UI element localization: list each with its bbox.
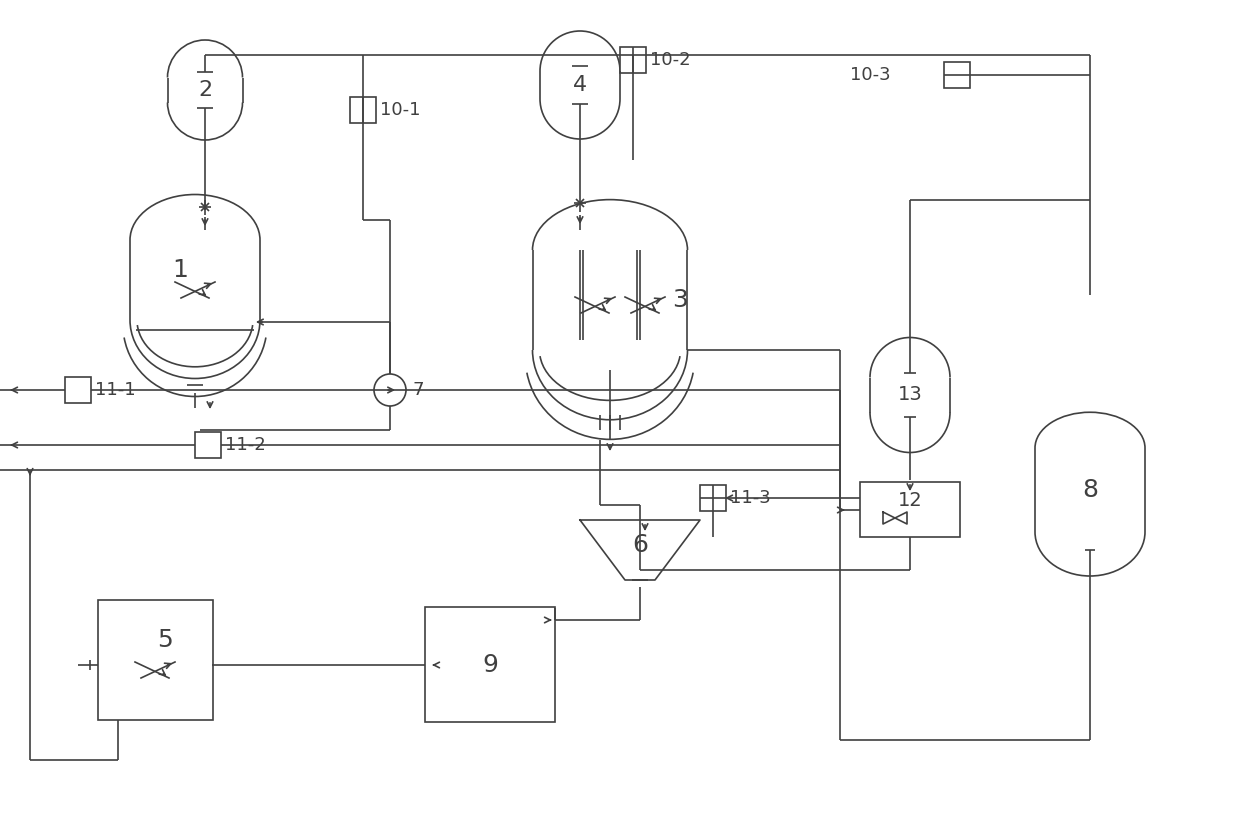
Text: 10-1: 10-1 — [380, 101, 420, 119]
Text: 2: 2 — [198, 80, 212, 100]
Bar — [98, 600, 213, 720]
Text: 10-3: 10-3 — [850, 66, 891, 84]
Bar — [860, 482, 960, 537]
Text: 11-1: 11-1 — [95, 381, 135, 399]
Text: 5: 5 — [157, 628, 173, 652]
Bar — [425, 607, 555, 722]
Text: 11-2: 11-2 — [225, 436, 265, 454]
Bar — [64, 377, 90, 403]
Text: 8: 8 — [1082, 478, 1098, 502]
Circle shape — [374, 374, 406, 406]
Bar — [700, 485, 726, 511]
Text: 11-3: 11-3 — [730, 489, 771, 507]
Text: 1: 1 — [172, 258, 188, 282]
Text: 10-2: 10-2 — [650, 51, 690, 69]
Bar — [195, 432, 221, 458]
Bar — [620, 47, 646, 73]
Bar — [944, 62, 970, 88]
Text: 7: 7 — [413, 381, 424, 399]
Text: 4: 4 — [572, 75, 587, 95]
Text: 13: 13 — [897, 385, 922, 405]
Text: 6: 6 — [632, 533, 648, 557]
Bar — [349, 97, 375, 123]
Text: 9: 9 — [482, 653, 498, 677]
Text: 3: 3 — [672, 288, 688, 312]
Text: 12: 12 — [897, 490, 922, 509]
